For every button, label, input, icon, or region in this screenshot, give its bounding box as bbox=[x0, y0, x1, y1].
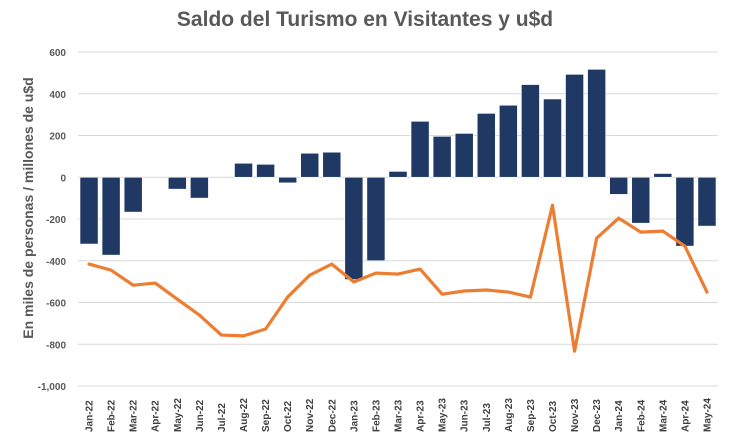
x-tick-label: Jan-24 bbox=[614, 400, 625, 432]
bar bbox=[697, 176, 717, 227]
bar bbox=[322, 151, 342, 178]
bar bbox=[101, 176, 121, 256]
line-point bbox=[462, 289, 466, 293]
line-point bbox=[286, 295, 290, 299]
bar bbox=[498, 104, 518, 178]
bar bbox=[300, 152, 320, 178]
line-point bbox=[153, 281, 157, 285]
bar bbox=[256, 164, 275, 178]
line-point bbox=[131, 283, 135, 287]
bar bbox=[410, 121, 430, 178]
y-tick-label: -1,000 bbox=[38, 382, 67, 393]
bar bbox=[521, 84, 540, 178]
x-tick-label: Apr-22 bbox=[151, 400, 162, 432]
x-tick-label: Apr-24 bbox=[680, 400, 691, 432]
x-tick-label: Aug-22 bbox=[239, 398, 250, 432]
line-point bbox=[374, 271, 378, 275]
y-tick-label: 0 bbox=[60, 173, 66, 184]
x-tick-label: Feb-24 bbox=[636, 399, 647, 432]
bar bbox=[190, 176, 209, 199]
bar bbox=[79, 176, 99, 245]
bar bbox=[543, 98, 562, 178]
bar bbox=[454, 133, 474, 178]
bar bbox=[631, 176, 651, 224]
bar bbox=[476, 113, 496, 178]
line-point bbox=[109, 268, 113, 272]
line-point bbox=[683, 244, 687, 248]
bar bbox=[123, 176, 143, 213]
y-tick-label: 200 bbox=[49, 132, 66, 143]
x-tick-label: Mar-22 bbox=[129, 399, 140, 432]
line-point bbox=[595, 236, 599, 240]
line-point bbox=[330, 262, 334, 266]
x-tick-label: Jun-22 bbox=[195, 399, 206, 432]
x-tick-label: Jun-23 bbox=[460, 399, 471, 432]
line-point bbox=[175, 297, 179, 301]
bar bbox=[366, 176, 386, 262]
line-point bbox=[242, 334, 246, 338]
x-tick-label: Jan-22 bbox=[85, 400, 96, 432]
x-tick-label: Nov-23 bbox=[570, 398, 581, 432]
line-point bbox=[440, 292, 444, 296]
x-tick-label: May-22 bbox=[173, 398, 184, 432]
bar bbox=[675, 176, 695, 247]
bar bbox=[388, 171, 408, 178]
line-point bbox=[352, 280, 356, 284]
x-tick-label: Nov-22 bbox=[305, 398, 316, 432]
bar bbox=[587, 69, 606, 178]
bar bbox=[653, 173, 673, 178]
x-tick-label: Oct-23 bbox=[548, 400, 559, 432]
x-tick-label: Feb-22 bbox=[107, 399, 118, 432]
line-point bbox=[573, 349, 577, 353]
x-tick-label: Mar-23 bbox=[394, 399, 405, 432]
y-tick-label: 400 bbox=[49, 90, 66, 101]
bar bbox=[234, 162, 253, 178]
x-tick-label: Feb-23 bbox=[371, 399, 382, 432]
bar bbox=[609, 176, 629, 195]
bar bbox=[565, 74, 584, 178]
x-tick-label: Dec-22 bbox=[327, 399, 338, 432]
y-tick-label: -600 bbox=[46, 299, 66, 310]
chart-title: Saldo del Turismo en Visitantes y u$d bbox=[176, 8, 554, 31]
y-tick-label: -800 bbox=[46, 340, 66, 351]
bar bbox=[278, 176, 298, 184]
x-tick-label: Aug-23 bbox=[504, 398, 515, 432]
line-point bbox=[308, 273, 312, 277]
line-point bbox=[639, 230, 643, 234]
bar bbox=[344, 176, 364, 280]
line-series bbox=[87, 203, 709, 353]
x-tick-label: Jan-23 bbox=[349, 400, 360, 432]
x-tick-label: Dec-23 bbox=[592, 399, 603, 432]
line-point bbox=[617, 216, 621, 220]
line-point bbox=[484, 288, 488, 292]
line-point bbox=[219, 333, 223, 337]
x-tick-label: Apr-23 bbox=[416, 400, 427, 432]
bar bbox=[167, 176, 187, 190]
line-point bbox=[528, 295, 532, 299]
line-point bbox=[418, 267, 422, 271]
x-tick-label: Sep-23 bbox=[526, 399, 537, 432]
line-point bbox=[506, 290, 510, 294]
x-tick-label: Sep-22 bbox=[261, 399, 272, 432]
y-tick-label: 600 bbox=[49, 48, 66, 59]
line-point bbox=[705, 290, 709, 294]
x-tick-label: Oct-22 bbox=[283, 400, 294, 432]
line-point bbox=[550, 203, 554, 207]
x-tick-label: May-23 bbox=[438, 398, 449, 432]
y-tick-label: -200 bbox=[46, 215, 66, 226]
x-tick-label: Jul-23 bbox=[482, 403, 493, 432]
y-tick-label: -400 bbox=[46, 257, 66, 268]
x-tick-label: Mar-24 bbox=[658, 399, 669, 432]
line-point bbox=[87, 262, 91, 266]
x-tick-label: Jul-22 bbox=[217, 403, 228, 432]
line-point bbox=[264, 327, 268, 331]
line-point bbox=[396, 272, 400, 276]
bar bbox=[432, 136, 452, 178]
x-tick-label: May-24 bbox=[702, 398, 713, 432]
line-point bbox=[197, 313, 201, 317]
line-point bbox=[661, 229, 665, 233]
